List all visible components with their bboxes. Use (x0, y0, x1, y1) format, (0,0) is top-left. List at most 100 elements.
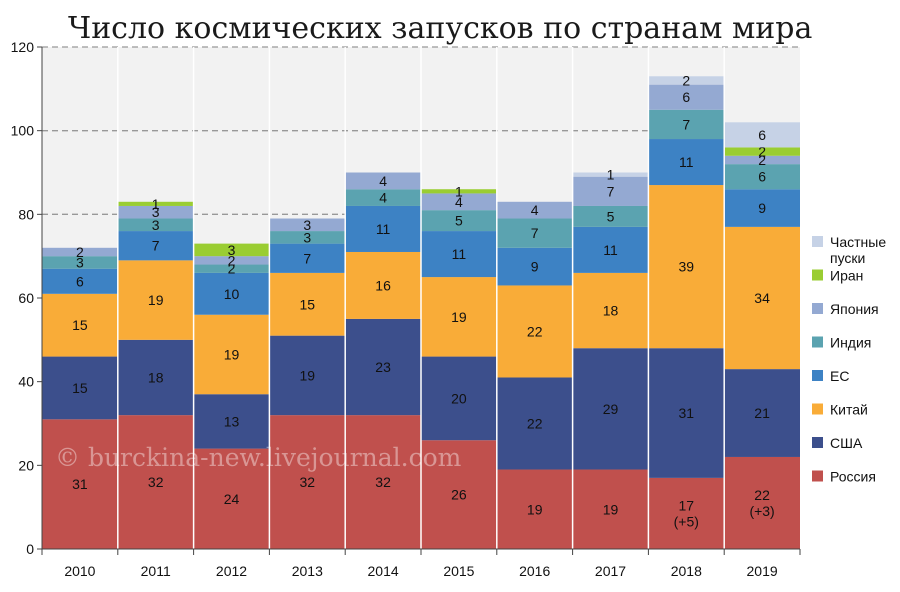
bar-segment (117, 205, 194, 219)
legend-label: Япония (830, 301, 879, 317)
data-label: 15 (300, 296, 316, 312)
legend-swatch (812, 437, 823, 448)
bar-segment (724, 226, 800, 370)
data-label: 19 (300, 367, 316, 383)
data-label: 2 (682, 72, 690, 88)
legend-swatch (812, 403, 823, 415)
bar-segment (269, 335, 346, 416)
legend-swatch (812, 336, 823, 348)
bar-segment (572, 172, 649, 177)
data-label: 31 (679, 405, 695, 421)
data-label: 17 (+5) (674, 497, 699, 529)
bar-segment (496, 247, 573, 286)
bar-segment (117, 339, 194, 416)
data-label: 5 (607, 208, 615, 224)
data-label: 7 (682, 116, 690, 132)
bar-segment (193, 314, 270, 395)
bar-segment (421, 440, 497, 549)
bar-segment (269, 218, 346, 232)
legend: Частные пуски Иран Япония Индия ЕС Китай США Рос… (812, 234, 886, 485)
bar-segment (724, 147, 800, 156)
bar-segment (269, 272, 346, 336)
data-label: 19 (148, 292, 164, 308)
data-label: 7 (303, 250, 311, 266)
data-label: 11 (679, 154, 694, 170)
bar-segment (572, 272, 649, 349)
bar-segment (496, 201, 573, 219)
bar-segment (117, 231, 194, 261)
bar-segment (117, 415, 194, 549)
bar-segment (193, 264, 270, 273)
watermark: © burckina-new.livejournal.com (55, 443, 462, 472)
legend-swatch (812, 303, 823, 314)
bar-segment (572, 205, 649, 227)
bar-segment (269, 243, 346, 273)
bar-segment (269, 415, 346, 549)
data-label: 19 (527, 501, 543, 517)
data-label: 3 (152, 204, 160, 220)
data-label: 19 (451, 309, 467, 325)
x-tick-label: 2011 (141, 563, 171, 579)
x-tick-label: 2016 (519, 563, 550, 579)
bar-segment (117, 218, 194, 232)
data-label: 32 (300, 474, 316, 490)
bar-segment (421, 231, 497, 278)
legend-label: Частные пуски (830, 234, 886, 266)
data-label: 3 (303, 217, 311, 233)
legend-label: США (830, 435, 863, 451)
data-label: 4 (379, 173, 387, 189)
bar-segment (421, 356, 497, 441)
y-tick-label: 60 (18, 290, 34, 306)
bar-segment (724, 369, 800, 457)
bar-segment (572, 176, 649, 206)
data-label: 3 (76, 254, 84, 270)
bar-segment (345, 251, 421, 319)
bar-segment (724, 122, 800, 148)
data-label: 6 (76, 273, 84, 289)
data-label: 7 (531, 225, 539, 241)
legend-swatch (812, 470, 823, 482)
data-label: 32 (148, 474, 164, 490)
y-tick-label: 20 (18, 457, 34, 473)
bar-segment (117, 201, 194, 206)
data-label: 21 (754, 405, 770, 421)
bar-segment (345, 318, 421, 416)
data-label: 2 (76, 244, 84, 260)
bar-segment (648, 139, 725, 186)
x-tick-label: 2013 (292, 563, 323, 579)
legend-label: Россия (830, 469, 876, 485)
bar-segment (648, 84, 725, 110)
bar-segment (572, 348, 649, 470)
data-label: 26 (451, 487, 467, 503)
data-label: 11 (603, 242, 618, 258)
data-label: 22 (527, 416, 543, 432)
legend-label: Иран (830, 268, 863, 284)
data-label: 20 (451, 390, 467, 406)
data-label: 18 (148, 369, 164, 385)
bar-segment (496, 377, 573, 470)
bar-segment (724, 189, 800, 227)
data-label: 7 (607, 183, 615, 199)
data-label: 24 (224, 491, 240, 507)
data-label: 6 (758, 169, 766, 185)
data-label: 31 (72, 476, 88, 492)
y-tick-label: 80 (18, 206, 34, 222)
bar-segment (345, 172, 421, 190)
data-label: 1 (607, 167, 615, 183)
x-tick-label: 2019 (747, 563, 778, 579)
legend-label: ЕС (830, 368, 849, 384)
bar-segment (421, 277, 497, 357)
legend-label: Китай (830, 402, 868, 418)
data-label: 19 (603, 501, 619, 517)
bar-segment (648, 76, 725, 85)
x-tick-label: 2017 (595, 563, 626, 579)
data-label: 3 (228, 242, 236, 258)
legend-swatch (812, 269, 823, 281)
data-label: 9 (531, 259, 539, 275)
bar-segment (496, 469, 573, 549)
data-label: 29 (603, 401, 619, 417)
data-label: 22 (527, 323, 543, 339)
data-label: 3 (303, 229, 311, 245)
bar-segment (193, 394, 270, 449)
